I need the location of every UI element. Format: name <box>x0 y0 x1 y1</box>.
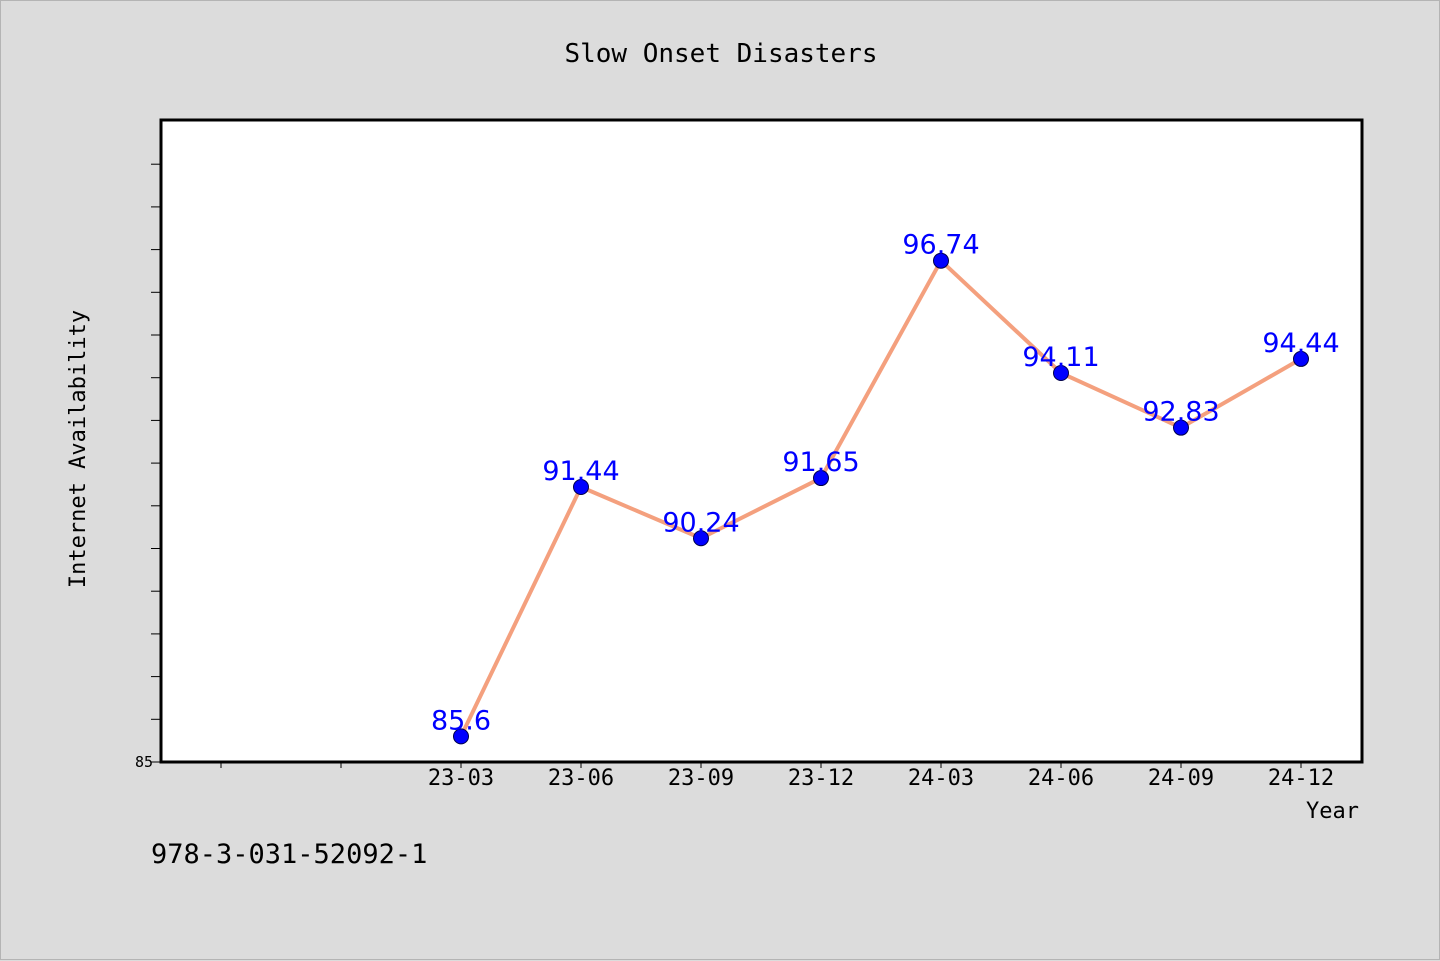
data-point <box>933 252 949 269</box>
data-label: 90.24 <box>662 507 739 538</box>
plot-area <box>159 118 1364 764</box>
x-tick-label: 24-06 <box>1028 766 1094 791</box>
y-axis-label: Internet Availability <box>66 310 91 588</box>
data-point <box>1053 365 1069 382</box>
data-label: 91.65 <box>782 447 859 478</box>
footer-isbn: 978-3-031-52092-1 <box>151 839 427 870</box>
data-point <box>1293 350 1309 367</box>
x-axis-ticks <box>220 762 1302 768</box>
series-line <box>459 258 1302 738</box>
x-tick-label: 24-12 <box>1268 766 1334 791</box>
data-point <box>813 470 829 487</box>
series-layer: 85.6 91.44 90.24 91.65 96.74 94.11 92.83 94.44 <box>431 230 1340 745</box>
y-tick-label-min: 85 <box>135 753 153 771</box>
data-label: 91.44 <box>542 456 619 487</box>
data-point <box>573 479 589 496</box>
x-tick-label: 23-12 <box>788 766 854 791</box>
data-point <box>1173 419 1189 436</box>
x-tick-label: 23-03 <box>428 766 494 791</box>
x-tick-label: 23-06 <box>548 766 614 791</box>
data-label: 94.11 <box>1022 342 1099 373</box>
y-axis-ticks <box>151 163 161 763</box>
x-tick-labels: 23-03 23-06 23-09 23-12 24-03 24-06 24-09 24-12 <box>428 766 1334 791</box>
data-point <box>453 728 469 745</box>
data-point <box>693 530 709 547</box>
data-label: 94.44 <box>1262 328 1339 359</box>
x-axis-label: Year <box>1306 799 1359 824</box>
x-tick-label: 23-09 <box>668 766 734 791</box>
data-label: 85.6 <box>431 705 491 736</box>
x-tick-label: 24-03 <box>908 766 974 791</box>
data-label: 92.83 <box>1142 397 1219 428</box>
data-label: 96.74 <box>902 230 979 261</box>
x-tick-label: 24-09 <box>1148 766 1214 791</box>
chart-title: Slow Onset Disasters <box>564 39 877 69</box>
